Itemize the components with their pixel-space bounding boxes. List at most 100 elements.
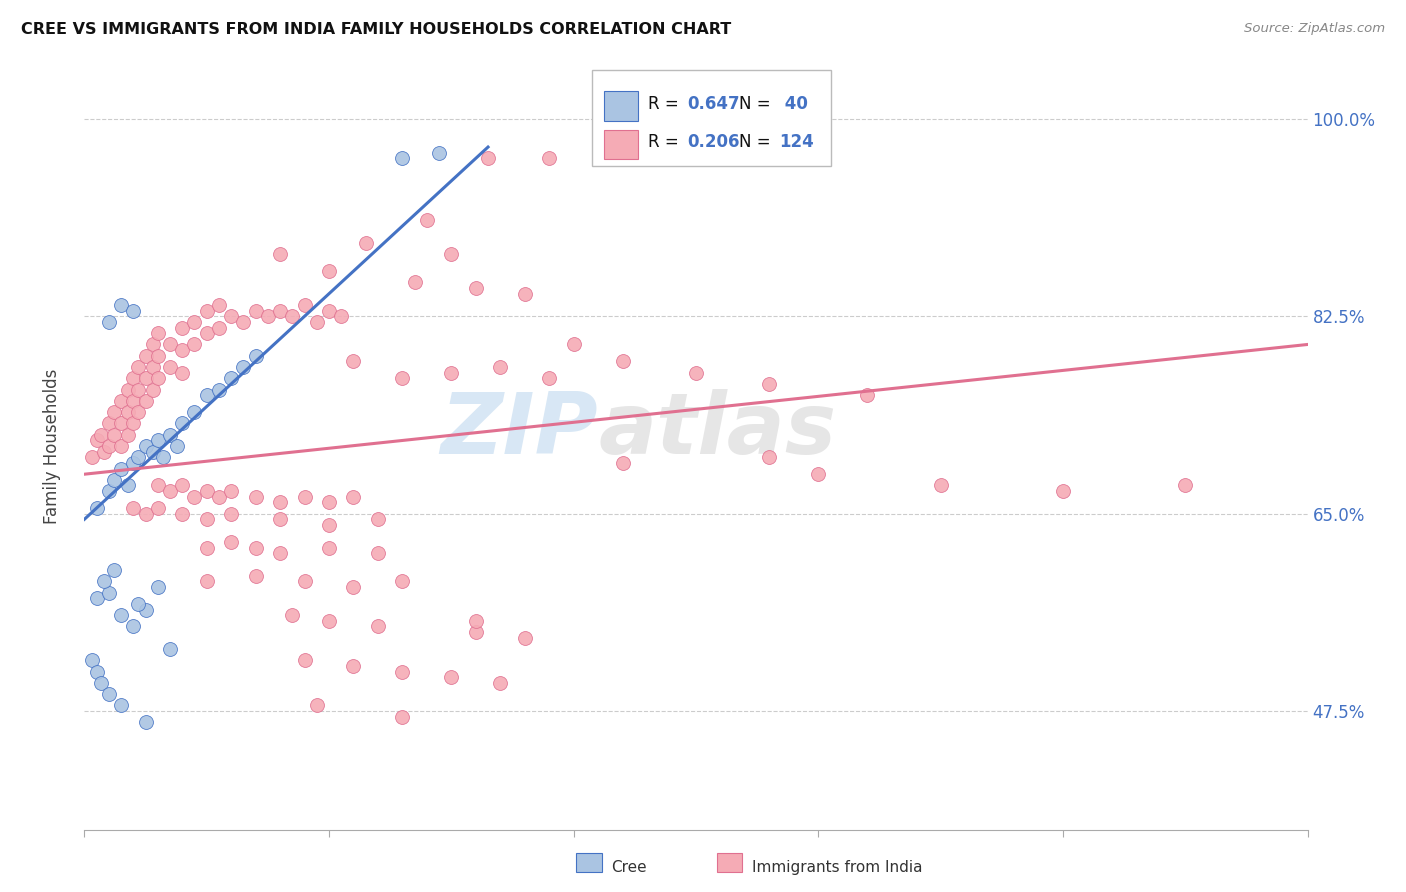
Point bbox=[342, 659, 364, 673]
Point bbox=[427, 145, 450, 160]
Point bbox=[172, 507, 194, 521]
Point bbox=[127, 405, 149, 419]
Point bbox=[232, 359, 254, 374]
Point bbox=[97, 484, 120, 499]
Point bbox=[269, 512, 291, 526]
Point bbox=[245, 568, 267, 582]
Point bbox=[208, 490, 231, 504]
Point bbox=[269, 546, 291, 560]
Point bbox=[117, 478, 139, 492]
Point bbox=[195, 574, 218, 589]
Point bbox=[208, 383, 231, 397]
Point bbox=[127, 383, 149, 397]
Point bbox=[195, 388, 218, 402]
Point bbox=[367, 546, 389, 560]
Point bbox=[127, 450, 149, 465]
Point bbox=[110, 417, 132, 431]
Point bbox=[391, 371, 413, 385]
Point bbox=[146, 371, 169, 385]
Point bbox=[440, 247, 463, 261]
Point bbox=[80, 450, 103, 465]
Point bbox=[86, 434, 108, 448]
Point bbox=[97, 585, 120, 599]
Point bbox=[294, 298, 316, 312]
Point bbox=[464, 614, 486, 628]
Text: N =: N = bbox=[738, 95, 776, 112]
Point bbox=[110, 393, 132, 408]
Point bbox=[86, 665, 108, 679]
FancyBboxPatch shape bbox=[576, 853, 602, 872]
Text: CREE VS IMMIGRANTS FROM INDIA FAMILY HOUSEHOLDS CORRELATION CHART: CREE VS IMMIGRANTS FROM INDIA FAMILY HOU… bbox=[21, 22, 731, 37]
Point bbox=[80, 653, 103, 667]
Point bbox=[110, 698, 132, 713]
Point bbox=[172, 343, 194, 357]
Point bbox=[294, 490, 316, 504]
Point bbox=[245, 349, 267, 363]
Point bbox=[195, 541, 218, 555]
Point bbox=[159, 359, 181, 374]
Point bbox=[318, 303, 340, 318]
Point bbox=[269, 303, 291, 318]
Text: 124: 124 bbox=[779, 133, 814, 151]
FancyBboxPatch shape bbox=[717, 853, 742, 872]
Point bbox=[1174, 478, 1197, 492]
Point bbox=[159, 484, 181, 499]
Point bbox=[97, 687, 120, 701]
Point bbox=[159, 642, 181, 657]
Text: Immigrants from India: Immigrants from India bbox=[752, 860, 922, 874]
Point bbox=[281, 608, 304, 623]
Point bbox=[146, 349, 169, 363]
Point bbox=[122, 371, 145, 385]
Point bbox=[538, 371, 561, 385]
Point bbox=[807, 467, 830, 482]
Point bbox=[122, 456, 145, 470]
Point bbox=[219, 507, 242, 521]
Point bbox=[93, 444, 115, 458]
Point bbox=[342, 354, 364, 368]
Point bbox=[232, 315, 254, 329]
Point bbox=[122, 303, 145, 318]
Point bbox=[758, 450, 780, 465]
Point bbox=[117, 427, 139, 442]
Point bbox=[183, 405, 205, 419]
Point bbox=[183, 490, 205, 504]
Point bbox=[342, 580, 364, 594]
Point bbox=[416, 213, 439, 227]
Point bbox=[172, 417, 194, 431]
Point bbox=[477, 151, 499, 165]
Point bbox=[135, 602, 157, 616]
Point bbox=[856, 388, 879, 402]
Text: 0.647: 0.647 bbox=[688, 95, 740, 112]
Point bbox=[612, 456, 634, 470]
Point bbox=[391, 151, 413, 165]
Point bbox=[195, 484, 218, 499]
Point bbox=[146, 501, 169, 516]
Point bbox=[142, 444, 165, 458]
Point bbox=[110, 439, 132, 453]
Point bbox=[305, 698, 328, 713]
Point bbox=[1052, 484, 1074, 499]
Point bbox=[110, 298, 132, 312]
Point bbox=[538, 151, 561, 165]
Point bbox=[142, 337, 165, 351]
Point bbox=[159, 427, 181, 442]
Point bbox=[367, 619, 389, 633]
Point bbox=[103, 427, 125, 442]
Point bbox=[122, 417, 145, 431]
Text: 40: 40 bbox=[779, 95, 808, 112]
Point bbox=[86, 591, 108, 606]
Point bbox=[135, 715, 157, 730]
Point bbox=[110, 461, 132, 475]
Point bbox=[219, 534, 242, 549]
Point bbox=[354, 235, 377, 250]
Point bbox=[391, 574, 413, 589]
Point bbox=[117, 405, 139, 419]
Point bbox=[513, 631, 536, 645]
Text: atlas: atlas bbox=[598, 389, 837, 472]
Text: Source: ZipAtlas.com: Source: ZipAtlas.com bbox=[1244, 22, 1385, 36]
Point bbox=[440, 366, 463, 380]
Point bbox=[142, 383, 165, 397]
Point bbox=[342, 490, 364, 504]
Text: N =: N = bbox=[738, 133, 776, 151]
Text: ZIP: ZIP bbox=[440, 389, 598, 472]
